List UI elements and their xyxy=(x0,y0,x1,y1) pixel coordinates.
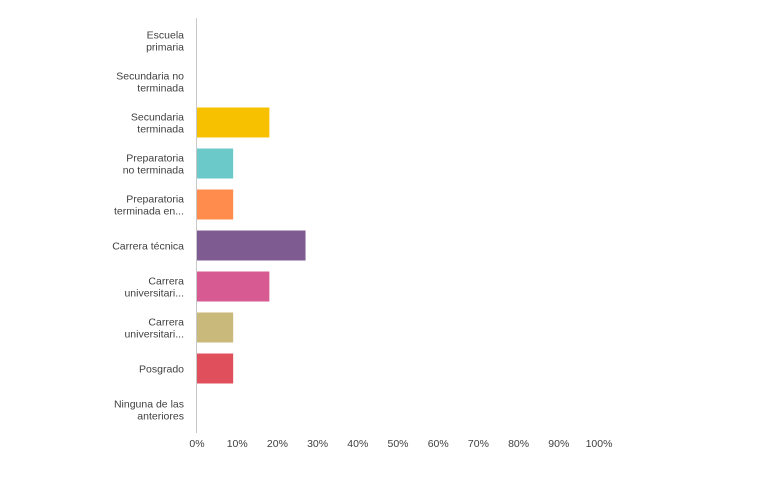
bars xyxy=(197,107,306,384)
category-label: Secundaria terminada xyxy=(131,112,184,136)
bar[interactable] xyxy=(197,230,306,261)
category-label-line: Secundaria xyxy=(131,112,184,124)
bar[interactable] xyxy=(197,148,234,179)
x-tick-label: 80% xyxy=(508,438,529,450)
category-label: Escuela primaria xyxy=(146,30,184,54)
category-label: Carrera universitari... xyxy=(124,276,184,300)
category-label-line: Preparatoria xyxy=(126,194,184,206)
category-label: Carrera técnica xyxy=(112,241,184,253)
category-label-line: universitari... xyxy=(124,288,184,300)
x-tick-label: 90% xyxy=(548,438,569,450)
category-label-line: Carrera técnica xyxy=(112,241,184,253)
category-label-line: no terminada xyxy=(123,165,184,177)
x-tick-label: 70% xyxy=(468,438,489,450)
bar[interactable] xyxy=(197,189,234,220)
category-label: Posgrado xyxy=(139,364,184,376)
bar[interactable] xyxy=(197,271,270,302)
category-label-line: Secundaria no xyxy=(116,71,184,83)
category-label-line: primaria xyxy=(146,42,184,54)
bar[interactable] xyxy=(197,107,270,138)
category-label: Carrera universitari... xyxy=(124,317,184,341)
category-label: Ninguna de las anteriores xyxy=(114,399,184,423)
category-label-line: Posgrado xyxy=(139,364,184,376)
x-tick-label: 100% xyxy=(586,438,613,450)
x-tick-labels: 0% 10% 20% 30% 40% 50% 60% 70% 80% 90% 100% xyxy=(189,438,612,450)
category-label: Preparatoria no terminada xyxy=(123,153,184,177)
category-label: Preparatoria terminada en... xyxy=(114,194,184,218)
x-tick-label: 10% xyxy=(227,438,248,450)
category-label-line: universitari... xyxy=(124,329,184,341)
x-tick-label: 50% xyxy=(387,438,408,450)
category-label-line: Escuela xyxy=(147,30,185,42)
x-tick-label: 0% xyxy=(189,438,204,450)
bar[interactable] xyxy=(197,312,234,343)
x-tick-label: 40% xyxy=(347,438,368,450)
category-label-line: terminada xyxy=(137,124,184,136)
x-tick-label: 60% xyxy=(428,438,449,450)
bar[interactable] xyxy=(197,353,234,384)
category-label-line: Ninguna de las xyxy=(114,399,184,411)
category-label-line: Preparatoria xyxy=(126,153,184,165)
category-label-line: Carrera xyxy=(148,317,184,329)
x-tick-label: 30% xyxy=(307,438,328,450)
category-label-line: Carrera xyxy=(148,276,184,288)
category-label-line: anteriores xyxy=(137,411,184,423)
category-label-line: terminada xyxy=(137,83,184,95)
x-tick-label: 20% xyxy=(267,438,288,450)
category-label-line: terminada en... xyxy=(114,206,184,218)
category-label: Secundaria no terminada xyxy=(116,71,184,95)
